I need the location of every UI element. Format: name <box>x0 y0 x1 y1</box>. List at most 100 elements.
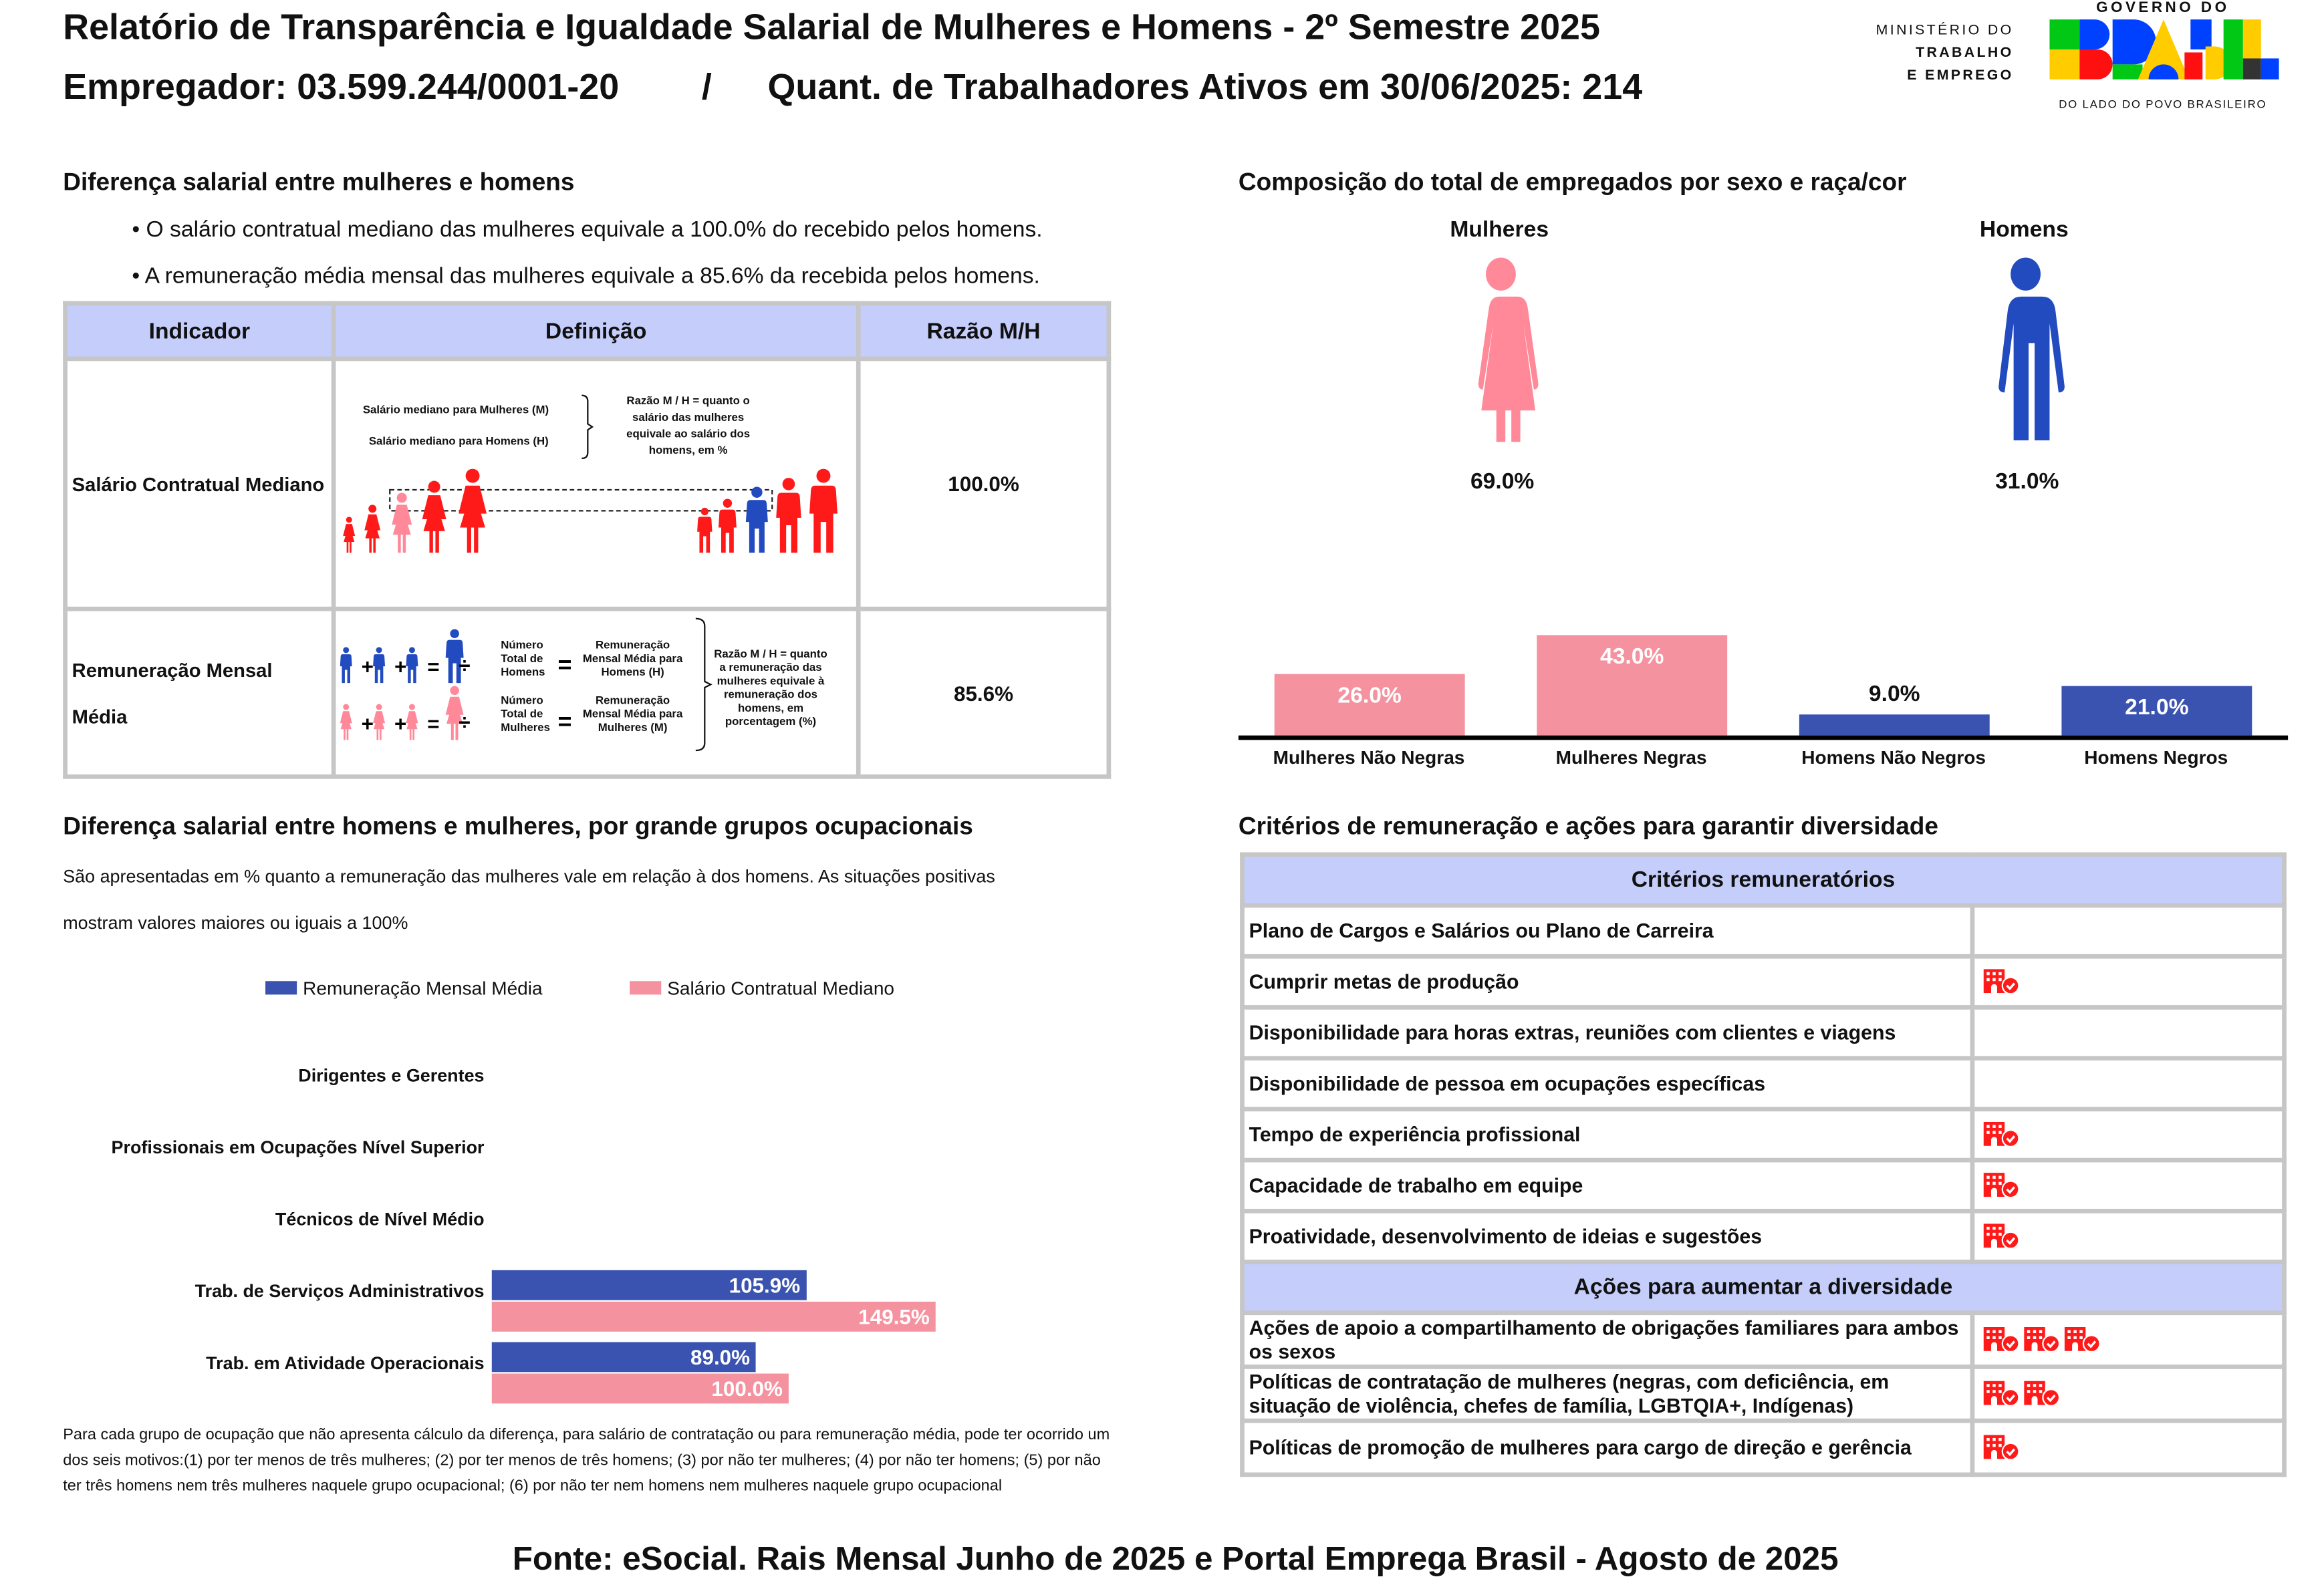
svg-text:Número: Número <box>501 694 543 707</box>
criteria-row: Capacidade de trabalho em equipe <box>1240 1157 2287 1213</box>
criteria-row: Tempo de experiência profissional <box>1240 1107 2287 1163</box>
building-check-icon <box>1983 968 2020 994</box>
occupation-label: Trab. em Atividade Operacionais <box>206 1352 485 1374</box>
criteria-icons <box>1970 903 2287 959</box>
woman-icon <box>406 704 418 740</box>
indicator-average: Remuneração Mensal Média <box>63 606 336 779</box>
separator: / <box>701 67 712 108</box>
average-pay-bar: 89.0% <box>491 1342 757 1373</box>
svg-text:=: = <box>557 651 571 678</box>
woman-icon <box>392 492 412 553</box>
building-check-icon <box>1983 1121 2020 1147</box>
criteria-row: Políticas de contratação de mulheres (ne… <box>1240 1365 2287 1423</box>
woman-icon <box>459 468 487 553</box>
legend-average: Remuneração Mensal Média <box>265 978 543 999</box>
bullet-median: • O salário contratual mediano das mulhe… <box>132 217 1043 243</box>
bar-value-label: 26.0% <box>1337 684 1402 710</box>
criteria-section-header: Critérios remuneratórios <box>1240 852 2287 908</box>
criteria-row: Disponibilidade de pessoa em ocupações e… <box>1240 1056 2287 1112</box>
svg-text:=: = <box>427 656 439 679</box>
man-icon <box>373 647 386 684</box>
criteria-label: Políticas de promoção de mulheres para c… <box>1240 1418 1975 1477</box>
criteria-label: Proatividade, desenvolvimento de ideias … <box>1240 1208 1975 1264</box>
criteria-label: Ações de apoio a compartilhamento de obr… <box>1240 1310 1975 1369</box>
svg-text:salário das mulheres: salário das mulheres <box>632 411 744 424</box>
svg-text:+: + <box>394 712 406 736</box>
criteria-row: Políticas de promoção de mulheres para c… <box>1240 1418 2287 1477</box>
criteria-label: Plano de Cargos e Salários ou Plano de C… <box>1240 903 1975 959</box>
svg-text:Mensal Média para: Mensal Média para <box>583 652 683 665</box>
svg-text:Remuneração: Remuneração <box>596 694 670 707</box>
svg-text:Número: Número <box>501 639 543 652</box>
svg-text:=: = <box>557 708 571 735</box>
svg-text:Mensal Média para: Mensal Média para <box>583 708 683 720</box>
occupation-label: Técnicos de Nível Médio <box>275 1208 485 1230</box>
building-check-icon <box>1983 1326 2020 1352</box>
man-icon <box>697 507 713 553</box>
composition-bar <box>1537 635 1728 736</box>
building-check-icon <box>1983 1434 2020 1460</box>
average-pay-bar: 105.9% <box>491 1270 807 1300</box>
man-icon <box>809 468 837 553</box>
man-icon <box>406 647 418 684</box>
criteria-icons <box>1970 1107 2287 1163</box>
svg-text:+: + <box>362 656 374 679</box>
ratio-average: 85.6% <box>856 606 1112 779</box>
median-salary-bar: 149.5% <box>491 1301 936 1332</box>
occupational-desc: São apresentadas em % quanto a remuneraç… <box>63 865 995 887</box>
source-footer: Fonte: eSocial. Rais Mensal Junho de 202… <box>512 1540 1839 1578</box>
woman-icon <box>340 704 352 740</box>
occupation-label: Dirigentes e Gerentes <box>298 1064 485 1087</box>
svg-text:Total de: Total de <box>501 652 543 665</box>
criteria-icons <box>1970 1157 2287 1213</box>
svg-text:+: + <box>362 712 374 736</box>
employer-id: Empregador: 03.599.244/0001-20 <box>63 67 620 108</box>
svg-text:Razão M / H = quanto: Razão M / H = quanto <box>714 648 827 660</box>
gov-brasil-logo: GOVERNO DO DO LADO DO POVO BRASILEIRO <box>2047 0 2279 111</box>
ministry-logo: MINISTÉRIO DO TRABALHO E EMPREGO <box>1876 22 2014 84</box>
woman-icon <box>445 686 464 740</box>
svg-text:=: = <box>427 712 439 736</box>
legend-swatch-blue <box>265 981 297 995</box>
report-title: Relatório de Transparência e Igualdade S… <box>63 7 1600 48</box>
men-label: Homens <box>1979 217 2069 243</box>
definition-average: + + = + + = ÷ ÷ = = Número Total de Homens Número… <box>331 606 861 779</box>
svg-text:Salário mediano para Homens (H: Salário mediano para Homens (H) <box>369 435 549 448</box>
criteria-icons <box>1970 1310 2287 1369</box>
svg-text:Homens: Homens <box>501 666 545 678</box>
category-label: Mulheres Não Negras <box>1273 747 1465 768</box>
criteria-icons <box>1970 954 2287 1010</box>
bar-value-label: 21.0% <box>2125 695 2189 721</box>
criteria-icons <box>1970 1208 2287 1264</box>
building-check-icon <box>1983 1172 2020 1198</box>
man-icon <box>340 647 352 684</box>
occupational-title: Diferença salarial entre homens e mulher… <box>63 813 973 841</box>
women-percent: 69.0% <box>1470 468 1535 494</box>
svg-text:equivale ao salário dos: equivale ao salário dos <box>626 428 750 440</box>
woman-icon <box>343 517 356 553</box>
criteria-table: Critérios remuneratórios Plano de Cargos … <box>1240 852 2287 1477</box>
svg-text:Salário mediano para Mulheres: Salário mediano para Mulheres (M) <box>363 404 549 416</box>
table-row: Salário Contratual Mediano Salário media… <box>63 356 1112 611</box>
man-figure-icon <box>1998 257 2065 441</box>
svg-text:Mulheres: Mulheres <box>501 721 550 734</box>
criteria-row: Ações de apoio a compartilhamento de obr… <box>1240 1310 2287 1369</box>
man-icon <box>776 478 801 553</box>
occupational-desc-2: mostram valores maiores ou iguais a 100% <box>63 912 408 934</box>
svg-text:Mulheres (M): Mulheres (M) <box>598 721 668 734</box>
occupation-label: Trab. de Serviços Administrativos <box>195 1280 485 1302</box>
chart-baseline <box>1238 735 2289 740</box>
criteria-label: Disponibilidade para horas extras, reuni… <box>1240 1005 1975 1061</box>
criteria-icons <box>1970 1056 2287 1112</box>
active-workers: Quant. de Trabalhadores Ativos em 30/06/… <box>767 67 1643 108</box>
svg-text:homens, em: homens, em <box>738 702 803 714</box>
svg-text:Remuneração: Remuneração <box>596 639 670 652</box>
col-indicador: Indicador <box>63 301 336 362</box>
man-icon <box>718 498 737 553</box>
svg-text:porcentagem (%): porcentagem (%) <box>725 715 816 728</box>
svg-text:mulheres equivale à: mulheres equivale à <box>717 674 825 687</box>
criteria-title: Critérios de remuneração e ações para ga… <box>1238 813 1939 841</box>
criteria-icons <box>1970 1365 2287 1423</box>
man-icon <box>445 629 464 684</box>
